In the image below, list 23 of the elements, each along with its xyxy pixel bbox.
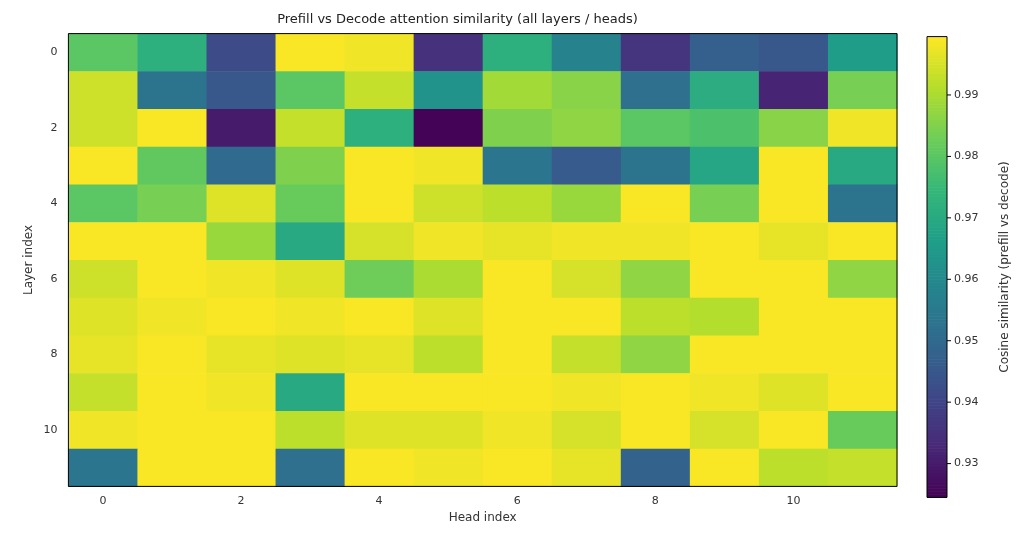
x-tick-label: 4 [375,493,383,507]
color-bar-label: 0.96 [954,272,979,286]
color-bar-label: 0.99 [954,87,979,101]
x-tick-label: 8 [651,493,659,507]
y-tick-label: 6 [50,271,58,285]
y-tick-label: 2 [50,120,58,134]
color-bar-label: 0.93 [954,456,979,470]
x-tick-label: 6 [513,493,521,507]
y-tick-label: 8 [50,347,58,361]
x-axis-title: Head index [448,509,517,524]
color-bar-label: 0.97 [954,210,979,224]
y-axis-title: Layer index [21,224,36,296]
x-tick-label: 2 [237,493,245,507]
color-bar-label: 0.95 [954,333,979,347]
x-tick-label: 0 [99,493,107,507]
color-bar-label: 0.98 [954,149,979,163]
color-bar-title: Cosine similarity (prefill vs decode) [997,161,1012,373]
x-tick-label: 10 [786,493,801,507]
color-bar-label: 0.94 [954,395,979,409]
y-tick-label: 10 [43,422,58,436]
chart-title: Prefill vs Decode attention similarity (all layers / heads) [277,11,638,27]
y-tick-label: 4 [50,196,58,210]
y-tick-label: 0 [50,45,58,59]
